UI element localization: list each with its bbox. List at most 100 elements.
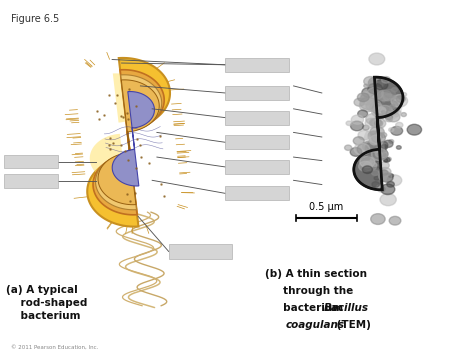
Circle shape (390, 104, 395, 108)
Circle shape (372, 170, 379, 175)
Circle shape (381, 173, 393, 182)
Circle shape (357, 93, 369, 102)
Circle shape (373, 146, 383, 153)
Circle shape (378, 107, 386, 113)
Text: coagulans: coagulans (285, 320, 345, 330)
Circle shape (358, 130, 371, 140)
Circle shape (380, 132, 387, 137)
FancyBboxPatch shape (225, 110, 289, 125)
Circle shape (354, 98, 365, 106)
Circle shape (373, 163, 377, 166)
Circle shape (385, 114, 392, 120)
Circle shape (357, 143, 374, 155)
Circle shape (350, 121, 364, 131)
Circle shape (384, 158, 390, 162)
Circle shape (373, 161, 382, 168)
Circle shape (392, 88, 397, 92)
Circle shape (396, 122, 403, 128)
Circle shape (346, 121, 352, 125)
Circle shape (363, 125, 369, 130)
Circle shape (386, 100, 399, 110)
Circle shape (368, 131, 382, 142)
FancyBboxPatch shape (4, 155, 58, 168)
Circle shape (391, 95, 408, 107)
Circle shape (372, 107, 385, 117)
Text: through the: through the (265, 286, 354, 296)
Circle shape (370, 103, 382, 111)
Circle shape (379, 168, 391, 176)
Circle shape (387, 175, 402, 186)
Circle shape (387, 112, 400, 122)
Text: 0.5 μm: 0.5 μm (310, 202, 344, 212)
Circle shape (380, 193, 396, 206)
Circle shape (361, 92, 370, 99)
Circle shape (374, 176, 379, 180)
Circle shape (370, 157, 379, 164)
Circle shape (374, 120, 383, 126)
Circle shape (373, 147, 377, 150)
Text: (a) A typical
    rod-shaped
    bacterium: (a) A typical rod-shaped bacterium (6, 285, 88, 321)
Circle shape (372, 133, 385, 143)
FancyBboxPatch shape (225, 86, 289, 100)
FancyBboxPatch shape (169, 245, 232, 258)
Circle shape (366, 143, 375, 149)
Circle shape (363, 141, 379, 153)
Circle shape (365, 118, 378, 128)
Circle shape (384, 89, 395, 98)
Circle shape (370, 127, 384, 137)
Circle shape (359, 99, 376, 112)
Circle shape (345, 145, 352, 151)
Circle shape (389, 140, 394, 143)
FancyBboxPatch shape (225, 135, 289, 149)
Circle shape (371, 214, 385, 224)
Circle shape (364, 161, 377, 171)
Polygon shape (354, 77, 403, 190)
Circle shape (368, 83, 383, 94)
Circle shape (360, 97, 377, 110)
Circle shape (360, 93, 375, 105)
Circle shape (386, 105, 399, 115)
Polygon shape (112, 92, 155, 186)
Polygon shape (87, 58, 170, 226)
Circle shape (383, 159, 388, 162)
Circle shape (402, 93, 407, 96)
Circle shape (381, 184, 395, 195)
Circle shape (377, 90, 392, 101)
Circle shape (360, 156, 375, 168)
Circle shape (382, 153, 386, 157)
Polygon shape (98, 80, 159, 205)
Circle shape (371, 148, 388, 160)
Circle shape (368, 133, 373, 136)
Circle shape (369, 53, 385, 65)
Circle shape (378, 105, 392, 116)
Circle shape (396, 146, 401, 149)
Circle shape (389, 216, 401, 225)
Circle shape (370, 118, 382, 127)
Circle shape (373, 119, 386, 128)
Text: (b) A thin section: (b) A thin section (265, 269, 367, 279)
Circle shape (383, 94, 392, 101)
Circle shape (379, 171, 392, 181)
Circle shape (362, 166, 373, 174)
Circle shape (384, 100, 398, 111)
Polygon shape (364, 92, 402, 154)
Circle shape (366, 100, 382, 112)
Polygon shape (96, 75, 162, 210)
Circle shape (366, 114, 380, 124)
Circle shape (392, 100, 402, 107)
Circle shape (389, 128, 394, 132)
Circle shape (367, 153, 373, 157)
Circle shape (376, 145, 386, 153)
Circle shape (370, 138, 379, 145)
Text: © 2011 Pearson Education, Inc.: © 2011 Pearson Education, Inc. (11, 344, 98, 349)
Circle shape (383, 140, 393, 147)
Circle shape (373, 149, 378, 153)
Circle shape (389, 174, 393, 178)
Circle shape (382, 110, 385, 114)
FancyBboxPatch shape (225, 186, 289, 200)
FancyBboxPatch shape (4, 174, 58, 188)
Circle shape (380, 170, 388, 176)
Circle shape (364, 77, 377, 86)
Circle shape (387, 181, 394, 187)
Circle shape (359, 155, 363, 158)
